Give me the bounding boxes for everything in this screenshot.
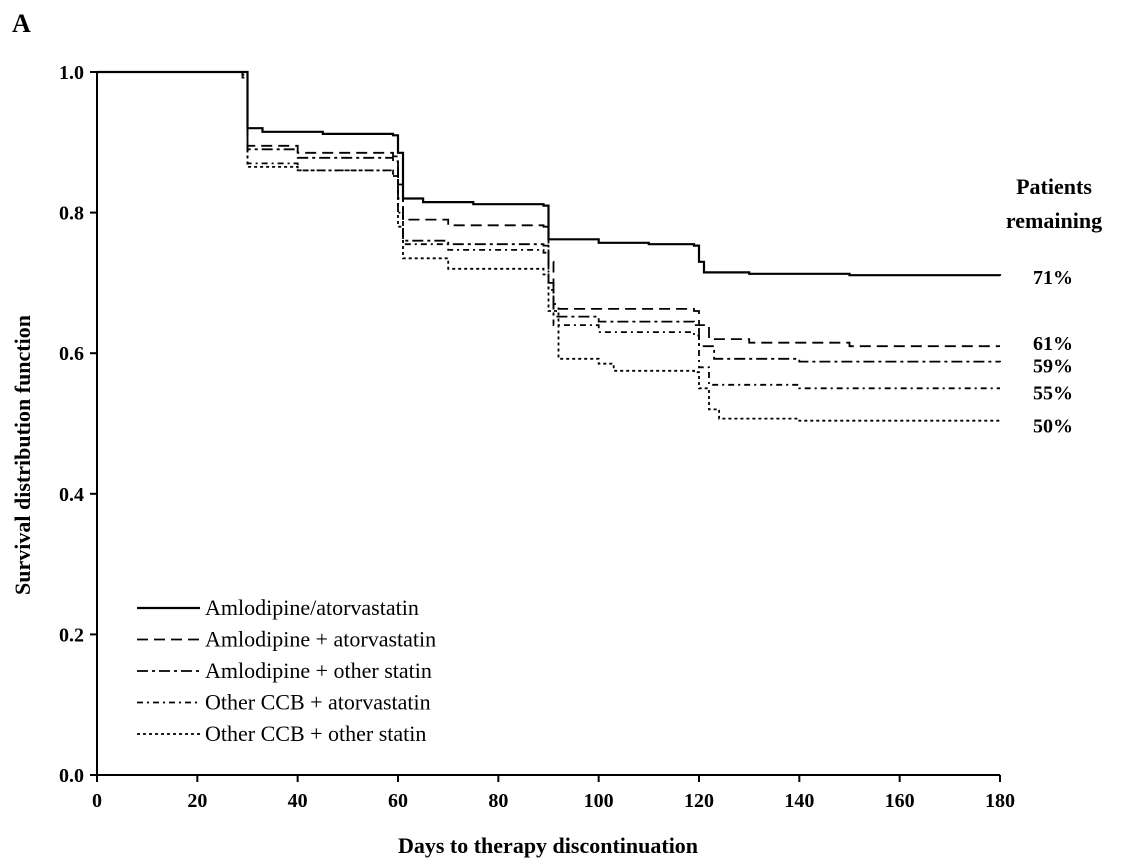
legend-label-5: Other CCB + other statin (205, 721, 426, 746)
series-line-3 (97, 71, 1001, 363)
y-tick-label: 1.0 (59, 62, 84, 84)
x-tick-label: 60 (388, 790, 408, 812)
y-tick-label: 0.6 (59, 343, 84, 365)
x-axis-title: Days to therapy discontinuation (398, 833, 698, 858)
legend-label-1: Amlodipine/atorvastatin (205, 595, 419, 620)
end-label-5: 50% (1033, 415, 1073, 437)
y-tick-label: 0.0 (59, 765, 84, 787)
x-tick-label: 140 (784, 790, 814, 812)
series-line-1 (97, 70, 1002, 277)
x-tick-label: 120 (684, 790, 714, 812)
legend: Amlodipine/atorvastatin Amlodipine + ator… (137, 595, 436, 746)
end-label-4: 55% (1033, 382, 1073, 404)
x-tick-label: 0 (92, 790, 102, 812)
x-tick-label: 80 (488, 790, 508, 812)
y-tick-label: 0.2 (59, 624, 84, 646)
series-line-2 (97, 71, 1000, 348)
annotation-line-1: Patients (1016, 174, 1092, 199)
x-tick-label: 100 (584, 790, 614, 812)
panel-label: A (12, 9, 31, 38)
annotation-line-2: remaining (1006, 208, 1102, 233)
x-tick-label: 40 (288, 790, 308, 812)
end-labels: 71% 61%59% 55% 50% (1033, 267, 1073, 438)
series-line-5 (97, 71, 1001, 422)
x-tick-label: 20 (187, 790, 207, 812)
end-label-1: 71% (1033, 267, 1073, 289)
x-ticks: 0 20 40 60 80 100 120 140 160 180 (92, 775, 1015, 812)
x-tick-label: 160 (885, 790, 915, 812)
plot-axes (96, 72, 1000, 776)
end-label-3: 59% (1033, 355, 1073, 377)
end-label-2: 61% (1033, 333, 1073, 355)
series-line-4 (97, 71, 1000, 390)
series-lines (97, 70, 1002, 422)
y-axis-title: Survival distribution function (10, 315, 35, 595)
legend-label-2: Amlodipine + atorvastatin (205, 627, 436, 652)
x-tick-label: 180 (985, 790, 1015, 812)
y-tick-label: 0.4 (59, 484, 84, 506)
y-ticks: 0.0 0.2 0.4 0.6 0.8 1.0 (59, 62, 97, 787)
legend-label-4: Other CCB + atorvastatin (205, 690, 431, 715)
y-tick-label: 0.8 (59, 203, 84, 225)
legend-label-3: Amlodipine + other statin (205, 658, 432, 683)
